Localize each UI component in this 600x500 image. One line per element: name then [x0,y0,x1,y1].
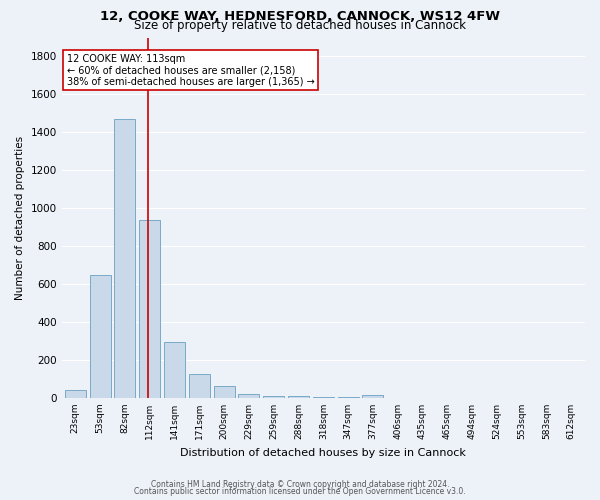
Bar [164,342,185,398]
Bar [139,220,160,398]
Text: 12 COOKE WAY: 113sqm
← 60% of detached houses are smaller (2,158)
38% of semi-de: 12 COOKE WAY: 113sqm ← 60% of detached h… [67,54,314,87]
Bar [189,374,210,398]
Bar [362,394,383,398]
Bar [263,396,284,398]
Y-axis label: Number of detached properties: Number of detached properties [15,136,25,300]
Text: Contains HM Land Registry data © Crown copyright and database right 2024.: Contains HM Land Registry data © Crown c… [151,480,449,489]
Bar [313,397,334,398]
Bar [238,394,259,398]
Bar [214,386,235,398]
Text: 12, COOKE WAY, HEDNESFORD, CANNOCK, WS12 4FW: 12, COOKE WAY, HEDNESFORD, CANNOCK, WS12… [100,10,500,23]
Bar [89,274,110,398]
Text: Size of property relative to detached houses in Cannock: Size of property relative to detached ho… [134,19,466,32]
Bar [288,396,309,398]
X-axis label: Distribution of detached houses by size in Cannock: Distribution of detached houses by size … [181,448,466,458]
Text: Contains public sector information licensed under the Open Government Licence v3: Contains public sector information licen… [134,487,466,496]
Bar [115,119,136,398]
Bar [65,390,86,398]
